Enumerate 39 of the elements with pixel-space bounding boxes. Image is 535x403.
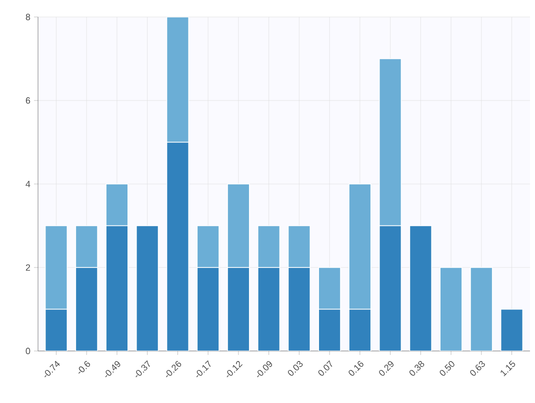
bar: [318, 308, 341, 351]
bar: [136, 225, 159, 351]
x-tick-label: 0.03: [288, 361, 303, 376]
bar: [500, 308, 524, 351]
bar: [227, 184, 250, 268]
x-tick-label: 0.29: [379, 361, 394, 376]
x-tick-label: 0.63: [470, 361, 485, 376]
bar: [257, 225, 280, 268]
x-tick-label: 0.16: [348, 361, 364, 376]
bar: [378, 58, 402, 226]
bar: [44, 225, 68, 310]
bar: [257, 267, 280, 351]
bar: [470, 267, 493, 351]
y-tick-label: 2: [26, 264, 30, 271]
bar: [75, 267, 98, 351]
bar: [106, 225, 128, 351]
bar: [196, 267, 220, 351]
bar: [44, 308, 68, 351]
bar: [75, 225, 98, 268]
bar: [196, 225, 220, 268]
bar: [227, 267, 250, 351]
bar: [348, 184, 372, 310]
bar: [378, 225, 402, 351]
y-tick-label: 8: [26, 14, 30, 20]
x-tick-label: 0.50: [440, 361, 454, 376]
bar: [166, 142, 190, 351]
bar: [106, 184, 128, 226]
bar: [348, 308, 372, 351]
bar: [166, 16, 190, 143]
bar: [440, 267, 462, 351]
bar: [288, 267, 311, 351]
y-tick-label: 4: [26, 180, 30, 188]
y-tick-label: 0: [26, 348, 30, 354]
bar: [318, 267, 341, 310]
bar: [409, 225, 432, 351]
bar: [288, 225, 311, 268]
x-tick-label: 0.38: [409, 361, 424, 376]
x-tick-label: -0.6: [78, 361, 90, 374]
y-tick-label: 6: [26, 97, 30, 104]
